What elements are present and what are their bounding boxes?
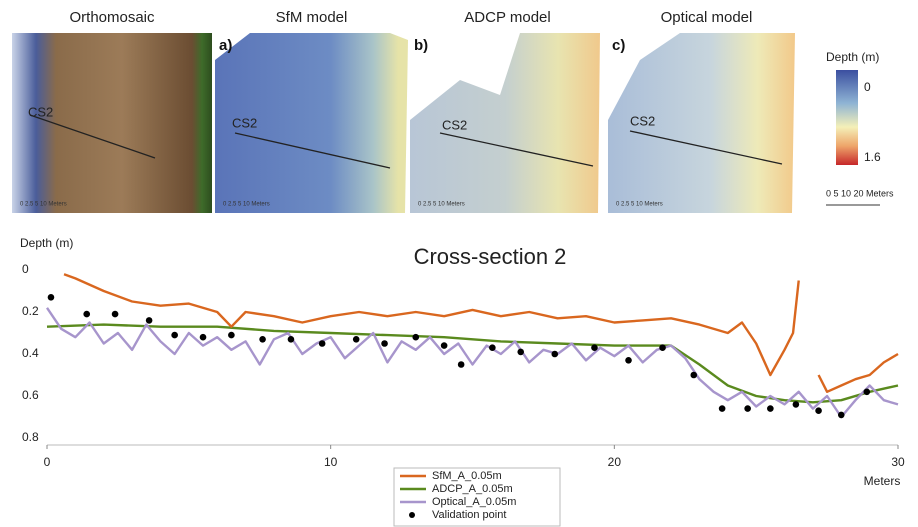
optical-image xyxy=(608,33,795,213)
colorbar-label: 1.6 xyxy=(864,150,881,164)
validation-point xyxy=(837,411,845,419)
validation-point xyxy=(792,401,800,408)
series-line xyxy=(46,307,899,419)
y-tick-label: 0.6 xyxy=(22,388,39,402)
validation-point xyxy=(259,336,266,343)
cs-label: CS2 xyxy=(442,117,467,132)
cs-label: CS2 xyxy=(28,104,53,119)
validation-point xyxy=(440,342,448,349)
validation-point xyxy=(489,344,496,352)
cs-line xyxy=(629,130,783,165)
validation-point xyxy=(352,336,360,343)
validation-point xyxy=(228,331,235,339)
validation-point xyxy=(625,357,632,364)
legend-marker xyxy=(409,512,415,518)
colorbar xyxy=(836,70,858,165)
legend-label: ADCP_A_0.05m xyxy=(432,483,513,495)
scale-text: 0 5 10 20 Meters xyxy=(826,188,894,198)
map-panels xyxy=(12,33,880,213)
series-line xyxy=(817,352,899,393)
y-tick-label: 0.2 xyxy=(22,304,39,318)
colorbar-title: Depth (m) xyxy=(826,50,879,64)
y-tick-label: 0 xyxy=(22,262,29,276)
sfm-image xyxy=(215,33,408,213)
validation-point xyxy=(690,371,698,379)
adcp-image xyxy=(410,33,600,213)
cs-line xyxy=(234,132,391,169)
orthomosaic-image xyxy=(12,33,212,213)
validation-point xyxy=(815,407,822,415)
validation-point xyxy=(767,405,774,412)
validation-point xyxy=(287,336,295,343)
panel-label: c) xyxy=(612,37,625,54)
scale-text: 0 2.5 5 10 Meters xyxy=(223,202,270,208)
cs-line xyxy=(29,114,156,159)
colorbar-label: 0 xyxy=(864,80,871,94)
cs-label: CS2 xyxy=(630,113,655,128)
validation-point xyxy=(145,317,153,324)
panel-title: Optical model xyxy=(661,9,753,26)
scale-text: 0 2.5 5 10 Meters xyxy=(418,202,465,208)
validation-point xyxy=(863,388,871,396)
validation-point xyxy=(591,344,598,352)
panel-title: ADCP model xyxy=(464,9,550,26)
x-tick-label: 30 xyxy=(891,455,905,469)
validation-point xyxy=(83,310,91,318)
x-tick-label: 20 xyxy=(608,455,622,469)
cs-line xyxy=(439,132,594,167)
validation-point xyxy=(381,340,388,347)
validation-point xyxy=(457,361,465,368)
cs-label: CS2 xyxy=(232,115,257,130)
validation-point xyxy=(47,294,55,301)
x-tick-label: 10 xyxy=(324,455,338,469)
legend-label: SfM_A_0.05m xyxy=(432,470,502,482)
chart-title: Cross-section 2 xyxy=(414,244,567,269)
panel-label: a) xyxy=(219,37,232,54)
y-tick-label: 0.8 xyxy=(22,430,39,444)
series-line xyxy=(63,273,800,377)
validation-point xyxy=(744,405,751,412)
x-tick-label: 0 xyxy=(44,455,51,469)
panel-title: Orthomosaic xyxy=(69,9,155,26)
validation-point xyxy=(517,348,525,356)
validation-point xyxy=(551,350,559,358)
validation-point xyxy=(111,310,119,318)
legend-box xyxy=(393,467,561,527)
panel-title: SfM model xyxy=(276,9,348,26)
y-tick-label: 0.4 xyxy=(22,346,39,360)
legend-label: Validation point xyxy=(432,509,506,521)
scale-text: 0 2.5 5 10 Meters xyxy=(20,202,67,208)
validation-point xyxy=(659,344,666,352)
x-axis-label: Meters xyxy=(864,474,901,488)
validation-point xyxy=(318,340,326,347)
validation-point xyxy=(718,405,726,412)
legend-label: Optical_A_0.05m xyxy=(432,496,516,508)
validation-point xyxy=(199,333,207,341)
scale-text: 0 2.5 5 10 Meters xyxy=(616,202,663,208)
panel-label: b) xyxy=(414,37,428,54)
validation-point xyxy=(412,333,420,341)
y-axis-label: Depth (m) xyxy=(20,236,73,250)
validation-point xyxy=(171,331,178,339)
